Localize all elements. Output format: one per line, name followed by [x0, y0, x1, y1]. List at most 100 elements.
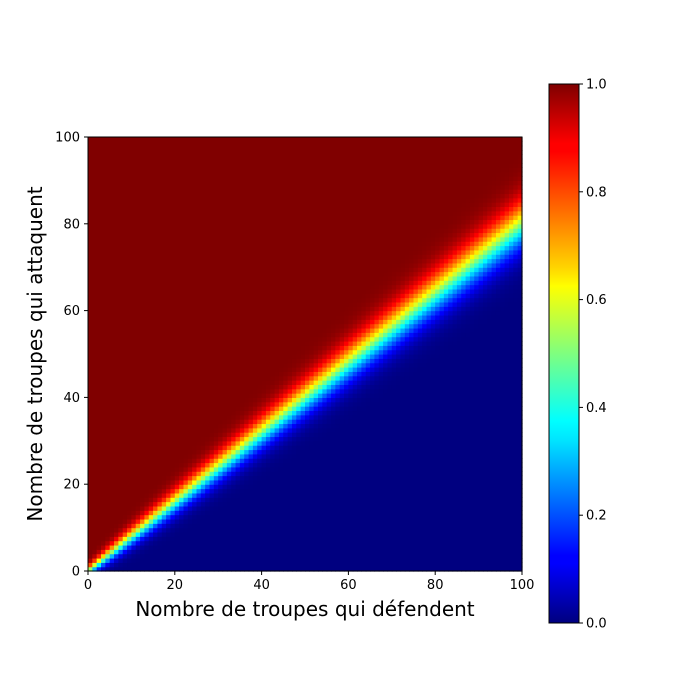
heatmap-cell — [296, 440, 302, 446]
heatmap-cell — [96, 249, 102, 255]
heatmap-cell — [144, 375, 150, 381]
heatmap-cell — [114, 249, 119, 255]
heatmap-cell — [287, 184, 293, 190]
heatmap-cell — [248, 536, 254, 542]
heatmap-cell — [127, 301, 132, 307]
heatmap-cell — [187, 440, 193, 446]
heatmap-cell — [96, 254, 102, 260]
heatmap-cell — [226, 206, 232, 212]
heatmap-cell — [278, 484, 284, 490]
heatmap-cell — [131, 453, 137, 459]
heatmap-cell — [131, 562, 137, 568]
heatmap-cell — [118, 336, 124, 342]
heatmap-cell — [218, 245, 224, 251]
heatmap-cell — [88, 432, 93, 438]
heatmap-cell — [131, 228, 137, 234]
heatmap-cell — [231, 262, 237, 268]
heatmap-cell — [131, 193, 137, 199]
heatmap-cell — [192, 349, 198, 355]
heatmap-cell — [157, 349, 163, 355]
heatmap-cell — [218, 557, 224, 563]
heatmap-cell — [209, 288, 215, 294]
heatmap-cell — [131, 514, 137, 520]
heatmap-cell — [283, 163, 289, 168]
heatmap-cell — [205, 189, 211, 195]
heatmap-cell — [157, 432, 163, 438]
heatmap-cell — [226, 523, 232, 529]
heatmap-cell — [88, 566, 93, 572]
heatmap-cell — [153, 245, 159, 251]
heatmap-cell — [274, 484, 280, 490]
heatmap-cell — [218, 284, 224, 290]
heatmap-cell — [140, 388, 146, 394]
heatmap-cell — [109, 380, 115, 385]
heatmap-cell — [265, 414, 271, 420]
heatmap-cell — [192, 336, 198, 342]
heatmap-cell — [209, 362, 215, 368]
heatmap-cell — [278, 479, 284, 485]
heatmap-cell — [174, 505, 180, 511]
heatmap-cell — [96, 458, 102, 464]
heatmap-cell — [257, 280, 263, 286]
heatmap-cell — [222, 171, 228, 177]
heatmap-cell — [252, 419, 258, 425]
heatmap-cell — [135, 297, 141, 303]
heatmap-cell — [291, 340, 297, 346]
heatmap-cell — [105, 401, 111, 407]
heatmap-cell — [261, 228, 267, 234]
heatmap-cell — [135, 254, 141, 260]
heatmap-cell — [222, 440, 228, 446]
heatmap-cell — [161, 228, 167, 234]
heatmap-cell — [92, 154, 98, 160]
heatmap-cell — [205, 284, 211, 290]
heatmap-cell — [135, 284, 141, 290]
heatmap-cell — [153, 419, 159, 425]
heatmap-cell — [278, 228, 284, 234]
heatmap-cell — [161, 137, 167, 142]
heatmap-cell — [161, 206, 167, 212]
heatmap-cell — [96, 345, 102, 351]
heatmap-cell — [209, 549, 215, 555]
heatmap-cell — [144, 393, 150, 398]
heatmap-cell — [226, 501, 232, 507]
heatmap-cell — [205, 436, 211, 442]
heatmap-cell — [300, 336, 306, 342]
heatmap-cell — [88, 384, 93, 390]
heatmap-cell — [131, 340, 137, 346]
heatmap-cell — [205, 388, 211, 394]
heatmap-cell — [257, 514, 263, 520]
heatmap-cell — [148, 288, 154, 294]
heatmap-cell — [244, 375, 250, 381]
heatmap-cell — [109, 432, 115, 438]
heatmap-cell — [187, 358, 193, 364]
heatmap-cell — [291, 180, 297, 186]
heatmap-cell — [157, 358, 163, 364]
heatmap-cell — [248, 380, 254, 385]
heatmap-cell — [96, 354, 102, 359]
heatmap-cell — [153, 223, 159, 229]
heatmap-cell — [196, 254, 202, 260]
heatmap-cell — [213, 380, 219, 385]
heatmap-cell — [140, 549, 146, 555]
heatmap-cell — [135, 484, 141, 490]
heatmap-cell — [226, 354, 232, 359]
heatmap-cell — [287, 371, 293, 377]
heatmap-cell — [105, 245, 111, 251]
heatmap-cell — [287, 466, 293, 472]
heatmap-cell — [144, 180, 150, 186]
heatmap-cell — [192, 497, 198, 503]
heatmap-cell — [205, 197, 211, 203]
heatmap-cell — [118, 384, 124, 390]
heatmap-cell — [261, 176, 267, 181]
heatmap-cell — [192, 236, 198, 242]
heatmap-cell — [187, 462, 193, 468]
heatmap-cell — [235, 293, 241, 299]
heatmap-cell — [287, 293, 293, 299]
heatmap-cell — [252, 323, 258, 329]
heatmap-cell — [244, 345, 250, 351]
heatmap-cell — [114, 297, 119, 303]
heatmap-cell — [218, 236, 224, 242]
heatmap-cell — [170, 566, 176, 572]
heatmap-cell — [192, 540, 198, 546]
heatmap-cell — [179, 310, 185, 316]
